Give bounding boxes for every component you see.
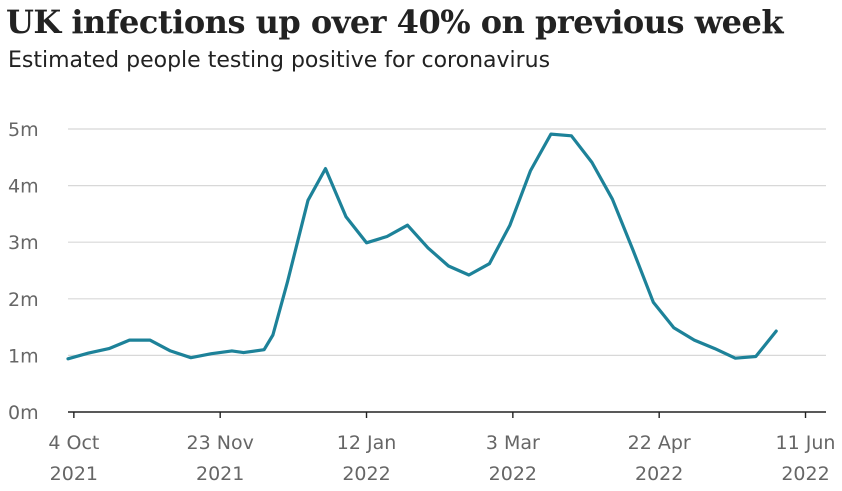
data-point (590, 161, 593, 164)
x-tick-year: 2022 (781, 463, 829, 485)
data-point (148, 339, 151, 342)
data-series (66, 132, 778, 361)
x-tick-label: 22 Apr (628, 432, 691, 454)
y-tick-label: 3m (8, 232, 39, 254)
data-point (775, 330, 778, 333)
data-point (87, 352, 90, 355)
data-point (508, 224, 511, 227)
y-tick-label: 4m (8, 176, 39, 198)
data-point (529, 169, 532, 172)
data-point (344, 215, 347, 218)
data-point (230, 349, 233, 352)
data-point (286, 280, 289, 283)
chart-subtitle: Estimated people testing positive for co… (8, 48, 551, 73)
x-tick-year: 2021 (50, 463, 98, 485)
x-tick-year: 2021 (196, 463, 244, 485)
data-point (107, 347, 110, 350)
y-tick-label: 2m (8, 289, 39, 311)
data-point (693, 339, 696, 342)
y-tick-label: 1m (8, 345, 39, 367)
data-point (754, 355, 757, 358)
data-point (385, 235, 388, 238)
data-point (169, 349, 172, 352)
data-point (210, 352, 213, 355)
data-point (263, 348, 266, 351)
data-point (365, 241, 368, 244)
data-point (734, 357, 737, 360)
data-point (652, 301, 655, 304)
data-point (570, 134, 573, 137)
data-point (406, 224, 409, 227)
x-tick-label: 12 Jan (337, 432, 397, 454)
data-point (611, 198, 614, 201)
data-point (324, 167, 327, 170)
data-point (306, 199, 309, 202)
x-tick-label: 3 Mar (486, 432, 540, 454)
data-point (467, 273, 470, 276)
x-tick-label: 11 Jun (776, 432, 836, 454)
y-tick-label: 5m (8, 119, 39, 141)
y-tick-label: 0m (8, 402, 39, 424)
x-tick-year: 2022 (635, 463, 683, 485)
data-point (189, 356, 192, 359)
data-point (713, 347, 716, 350)
data-point (488, 262, 491, 265)
x-tick-label: 23 Nov (187, 432, 254, 454)
data-point (672, 326, 675, 329)
data-point (242, 351, 245, 354)
data-point (631, 248, 634, 251)
chart-title: UK infections up over 40% on previous we… (6, 3, 784, 41)
x-axis: 4 Oct 2021 23 Nov 2021 12 Jan 2022 3 Mar 2022 22… (48, 411, 836, 485)
x-tick-year: 2022 (489, 463, 537, 485)
data-point (66, 357, 69, 360)
data-point (549, 133, 552, 136)
gridlines (68, 128, 826, 356)
data-point (271, 333, 274, 336)
data-point (447, 264, 450, 267)
data-point (128, 339, 131, 342)
x-tick-year: 2022 (342, 463, 390, 485)
data-point (426, 246, 429, 249)
x-tick-label: 4 Oct (48, 432, 99, 454)
series-line (66, 132, 778, 361)
y-axis-ticks: 0m 1m 2m 3m 4m 5m (8, 119, 39, 424)
